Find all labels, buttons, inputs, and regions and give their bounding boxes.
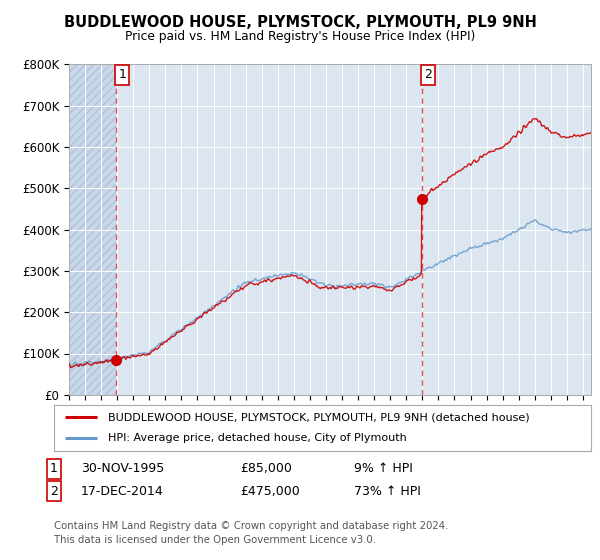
Text: 2: 2 [424, 68, 432, 81]
Text: 1: 1 [50, 462, 58, 475]
Text: HPI: Average price, detached house, City of Plymouth: HPI: Average price, detached house, City… [108, 433, 406, 444]
Text: BUDDLEWOOD HOUSE, PLYMSTOCK, PLYMOUTH, PL9 9NH (detached house): BUDDLEWOOD HOUSE, PLYMSTOCK, PLYMOUTH, P… [108, 412, 529, 422]
Text: Price paid vs. HM Land Registry's House Price Index (HPI): Price paid vs. HM Land Registry's House … [125, 30, 475, 43]
Text: £475,000: £475,000 [240, 484, 300, 498]
Text: 73% ↑ HPI: 73% ↑ HPI [354, 484, 421, 498]
Text: Contains HM Land Registry data © Crown copyright and database right 2024.
This d: Contains HM Land Registry data © Crown c… [54, 521, 448, 545]
Bar [69, 64, 116, 395]
Text: BUDDLEWOOD HOUSE, PLYMSTOCK, PLYMOUTH, PL9 9NH: BUDDLEWOOD HOUSE, PLYMSTOCK, PLYMOUTH, P… [64, 15, 536, 30]
Text: 1: 1 [118, 68, 126, 81]
Text: 17-DEC-2014: 17-DEC-2014 [81, 484, 164, 498]
Text: 2: 2 [50, 484, 58, 498]
Text: 9% ↑ HPI: 9% ↑ HPI [354, 462, 413, 475]
Text: 30-NOV-1995: 30-NOV-1995 [81, 462, 164, 475]
Text: £85,000: £85,000 [240, 462, 292, 475]
